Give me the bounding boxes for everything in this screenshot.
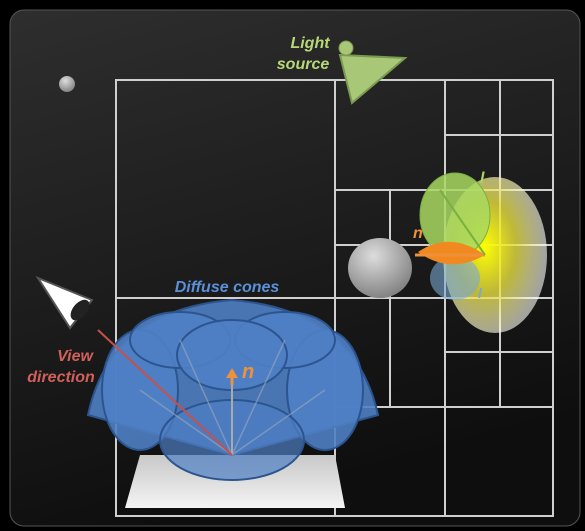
normal-small-label: n [413,225,423,242]
view-ray [97,329,233,456]
light-dir-label: l [480,170,485,187]
normal-label: n [242,361,254,383]
dot [59,76,75,92]
light-source-label: Light source [277,35,330,73]
light-source-icon [338,53,408,105]
view-direction-label: View direction [27,348,95,386]
light-dir-label-2: l [478,285,483,301]
gray-lobe [348,238,412,298]
diffuse-cones-label: Diffuse cones [175,279,280,296]
